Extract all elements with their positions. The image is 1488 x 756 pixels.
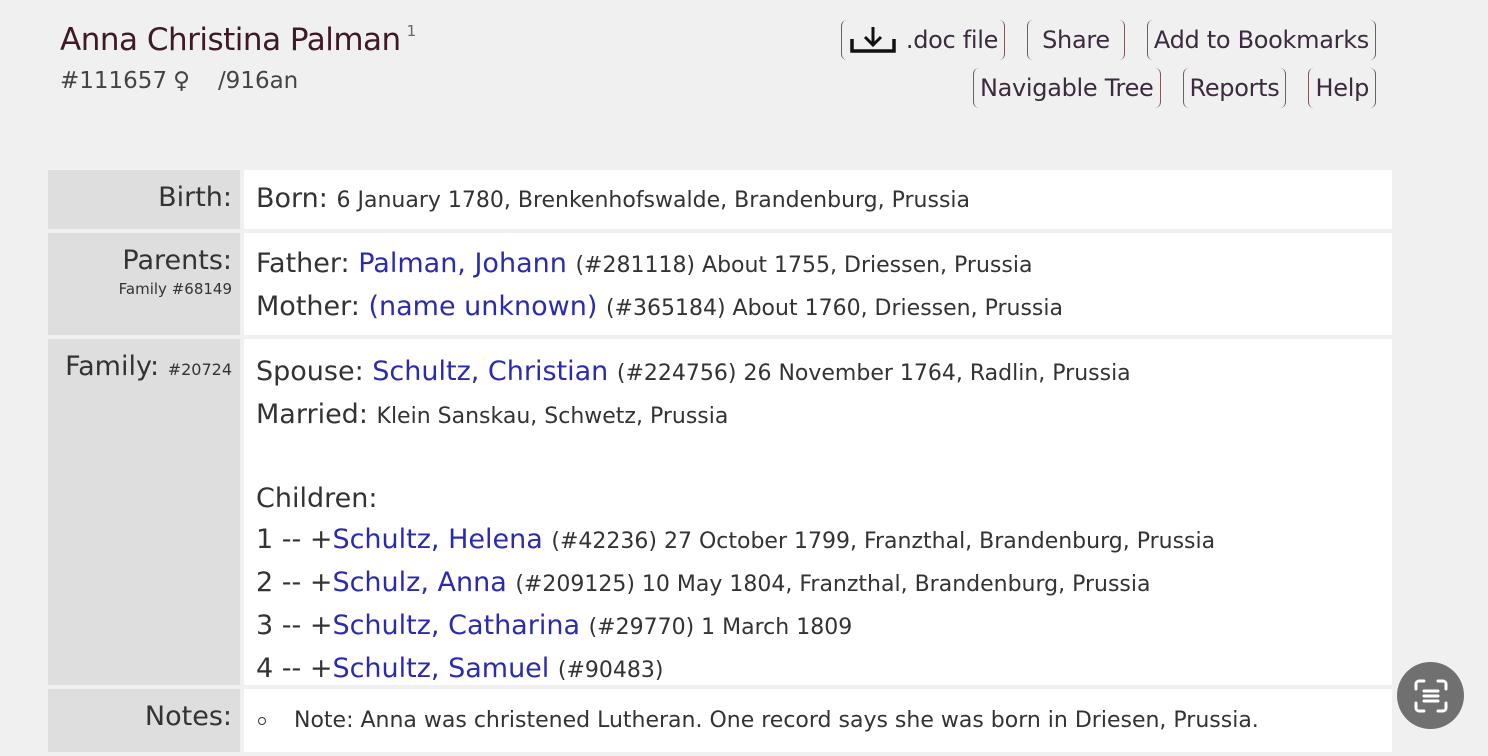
child-item: 1 -- +Schultz, Helena (#42236) 27 Octobe…: [256, 519, 1380, 562]
birth-content: Born: 6 January 1780, Brenkenhofswalde, …: [244, 170, 1392, 229]
doc-file-button[interactable]: .doc file: [840, 20, 1006, 60]
father-detail: (#281118) About 1755, Driessen, Prussia: [575, 253, 1033, 278]
child-detail: (#209125) 10 May 1804, Franzthal, Brande…: [515, 572, 1151, 597]
child-prefix: 3 -- +: [256, 610, 333, 641]
child-detail: (#29770) 1 March 1809: [588, 615, 853, 640]
female-icon: ♀: [173, 68, 190, 94]
child-detail: (#42236) 27 October 1799, Franzthal, Bra…: [551, 529, 1216, 554]
father-line: Father: Palman, Johann (#281118) About 1…: [256, 243, 1380, 286]
family-row: Family: #20724 Spouse: Schultz, Christia…: [48, 339, 1392, 685]
note-text: Note: Anna was christened Lutheran. One …: [294, 708, 1259, 733]
person-id: #111657: [60, 68, 168, 94]
family-label-text: Family:: [65, 351, 160, 382]
notes-label: Notes:: [48, 689, 240, 752]
spouse-link[interactable]: Schultz, Christian: [372, 356, 609, 387]
children-label: Children:: [256, 483, 378, 514]
parents-label-text: Parents:: [122, 245, 232, 276]
child-prefix: 4 -- +: [256, 653, 333, 684]
child-link[interactable]: Schultz, Samuel: [332, 653, 550, 684]
page-title: Anna Christina Palman 1: [60, 22, 416, 58]
family-id: #20724: [167, 360, 232, 379]
text-scan-button[interactable]: [1397, 662, 1464, 729]
mother-detail: (#365184) About 1760, Driessen, Prussia: [605, 296, 1063, 321]
birth-label: Birth:: [48, 170, 240, 229]
spouse-label: Spouse:: [256, 356, 364, 387]
parents-label: Parents: Family #68149: [48, 233, 240, 335]
toolbar-row-1: .doc file Share Add to Bookmarks: [736, 20, 1376, 60]
child-item: 3 -- +Schultz, Catharina (#29770) 1 Marc…: [256, 605, 1380, 648]
download-icon: [850, 27, 896, 53]
source-ref[interactable]: 1: [406, 22, 417, 40]
family-label: Family: #20724: [48, 339, 240, 685]
person-code: /916an: [217, 68, 299, 94]
child-link[interactable]: Schulz, Anna: [332, 567, 507, 598]
child-prefix: 1 -- +: [256, 524, 333, 555]
child-detail: (#90483): [557, 658, 664, 683]
parents-content: Father: Palman, Johann (#281118) About 1…: [244, 233, 1392, 335]
born-label: Born:: [256, 183, 328, 214]
help-button[interactable]: Help: [1308, 68, 1376, 108]
married-line: Married: Klein Sanskau, Schwetz, Prussia: [256, 394, 1380, 437]
notes-row: Notes: Note: Anna was christened Luthera…: [48, 689, 1392, 752]
spouse-line: Spouse: Schultz, Christian (#224756) 26 …: [256, 351, 1380, 394]
married-label: Married:: [256, 399, 368, 430]
married-place: Klein Sanskau, Schwetz, Prussia: [376, 404, 729, 429]
parents-row: Parents: Family #68149 Father: Palman, Jo…: [48, 233, 1392, 335]
mother-line: Mother: (name unknown) (#365184) About 1…: [256, 286, 1380, 329]
spouse-detail: (#224756) 26 November 1764, Radlin, Prus…: [616, 361, 1131, 386]
bullet-icon: [258, 716, 266, 725]
child-item: 4 -- +Schultz, Samuel (#90483): [256, 648, 1380, 691]
child-link[interactable]: Schultz, Catharina: [332, 610, 580, 641]
child-link[interactable]: Schultz, Helena: [332, 524, 543, 555]
birth-row: Birth: Born: 6 January 1780, Brenkenhofs…: [48, 170, 1392, 229]
mother-label: Mother:: [256, 291, 360, 322]
doc-file-label: .doc file: [905, 26, 999, 54]
father-label: Father:: [256, 248, 350, 279]
child-prefix: 2 -- +: [256, 567, 333, 598]
toolbar-row-2: Navigable Tree Reports Help: [736, 68, 1376, 108]
share-button[interactable]: Share: [1027, 20, 1125, 60]
add-bookmarks-button[interactable]: Add to Bookmarks: [1146, 20, 1376, 60]
mother-link[interactable]: (name unknown): [368, 291, 598, 322]
person-table: Birth: Born: 6 January 1780, Brenkenhofs…: [48, 170, 1392, 756]
family-content: Spouse: Schultz, Christian (#224756) 26 …: [244, 339, 1392, 685]
parents-family-id: Family #68149: [118, 280, 232, 298]
reports-button[interactable]: Reports: [1182, 68, 1287, 108]
father-link[interactable]: Palman, Johann: [358, 248, 567, 279]
person-subtitle: #111657 ♀ /916an: [60, 68, 326, 94]
notes-content: Note: Anna was christened Lutheran. One …: [244, 689, 1392, 752]
child-item: 2 -- +Schulz, Anna (#209125) 10 May 1804…: [256, 562, 1380, 605]
birth-detail: 6 January 1780, Brenkenhofswalde, Brande…: [336, 188, 971, 213]
person-name: Anna Christina Palman: [60, 22, 401, 58]
navigable-tree-button[interactable]: Navigable Tree: [972, 68, 1161, 108]
scan-text-icon: [1414, 679, 1447, 712]
